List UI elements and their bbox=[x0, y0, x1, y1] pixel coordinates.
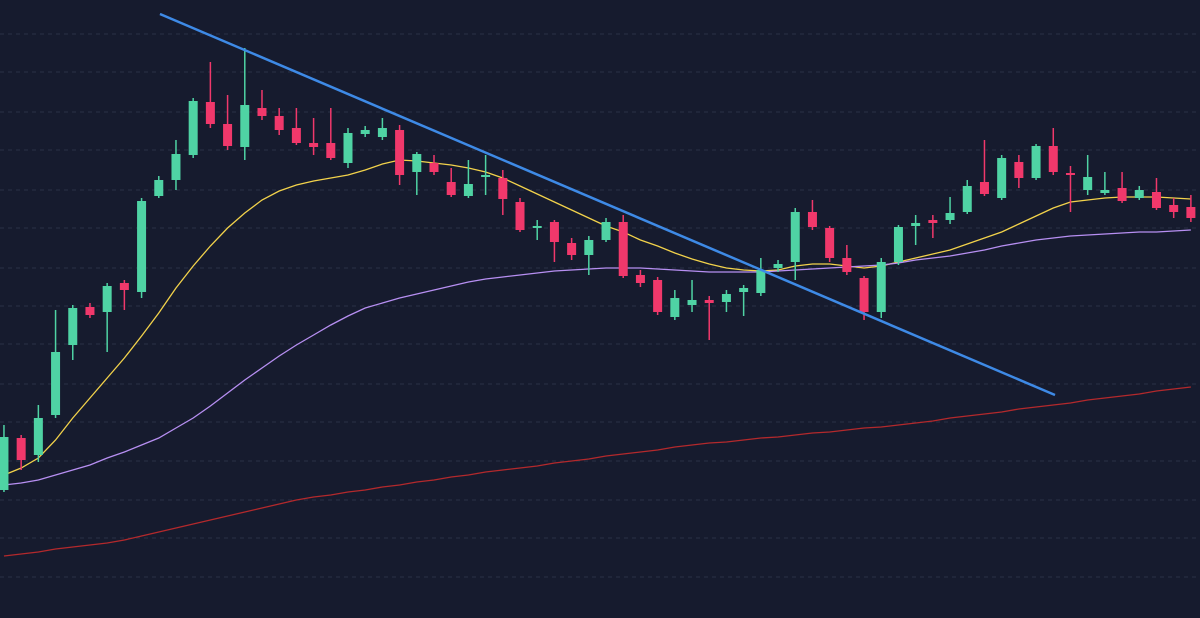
candle-body bbox=[16, 438, 26, 460]
candle-body bbox=[51, 352, 61, 415]
candle-body bbox=[481, 175, 491, 177]
candle-body bbox=[945, 213, 955, 220]
moving-average bbox=[3, 229, 1191, 486]
candle-body bbox=[1083, 177, 1093, 190]
candle-body bbox=[257, 108, 267, 116]
candle-body bbox=[395, 130, 405, 175]
candle-body bbox=[291, 128, 301, 143]
candle-body bbox=[532, 226, 542, 228]
candle-body bbox=[704, 300, 714, 303]
candle-body bbox=[876, 262, 886, 312]
candle-body bbox=[412, 154, 422, 172]
candle-body bbox=[618, 222, 628, 276]
candle-body bbox=[102, 286, 112, 312]
candle-body bbox=[1151, 192, 1161, 208]
candle-body bbox=[33, 418, 43, 455]
candle-body bbox=[790, 212, 800, 262]
candle-body bbox=[1014, 162, 1024, 178]
candle-body bbox=[515, 202, 525, 230]
moving-average bbox=[3, 159, 1191, 476]
candle-body bbox=[1134, 190, 1144, 198]
candle-body bbox=[119, 283, 129, 290]
candle-body bbox=[68, 308, 78, 345]
trendline bbox=[159, 12, 1056, 397]
candle-body bbox=[739, 288, 749, 292]
candle-body bbox=[773, 264, 783, 268]
candle-body bbox=[842, 258, 852, 272]
candle-body bbox=[721, 294, 731, 302]
moving-average bbox=[3, 386, 1191, 557]
candle-body bbox=[601, 222, 611, 240]
candle-body bbox=[463, 184, 473, 196]
candle-body bbox=[1117, 188, 1127, 201]
candle-body bbox=[549, 222, 559, 242]
candle-body bbox=[223, 124, 233, 146]
candle-body bbox=[1169, 205, 1179, 212]
candle-body bbox=[893, 227, 903, 262]
candle-body bbox=[0, 437, 9, 490]
candle-body bbox=[274, 116, 284, 130]
candle-body bbox=[1065, 173, 1075, 175]
candle-body bbox=[687, 300, 697, 305]
candle-body bbox=[154, 180, 164, 196]
candle-body bbox=[567, 243, 577, 255]
candle-body bbox=[756, 270, 766, 293]
candle-body bbox=[979, 182, 989, 194]
candle-body bbox=[137, 201, 147, 292]
candle-body bbox=[928, 220, 938, 223]
candle-body bbox=[429, 163, 439, 172]
candle-body bbox=[240, 105, 250, 147]
candle-body bbox=[188, 101, 198, 155]
candle-body bbox=[807, 212, 817, 227]
candle-body bbox=[911, 223, 921, 226]
candle-body bbox=[997, 158, 1007, 198]
candle-body bbox=[653, 280, 663, 312]
candle-body bbox=[635, 275, 645, 283]
candle-body bbox=[1031, 146, 1041, 178]
candle-body bbox=[377, 128, 387, 137]
candle-body bbox=[498, 178, 508, 199]
candle-body bbox=[446, 182, 456, 195]
candle-body bbox=[171, 154, 181, 180]
candle-body bbox=[584, 240, 594, 255]
candle-body bbox=[1100, 190, 1110, 193]
candle-body bbox=[309, 143, 319, 147]
candle-body bbox=[1186, 207, 1196, 218]
candle-body bbox=[859, 278, 869, 312]
candle-body bbox=[962, 186, 972, 212]
candle-body bbox=[1048, 146, 1058, 172]
candle-body bbox=[825, 228, 835, 258]
candle-body bbox=[343, 133, 353, 163]
candle-body bbox=[326, 143, 336, 158]
candle-body bbox=[360, 130, 370, 134]
candle-body bbox=[205, 102, 215, 124]
candle-body bbox=[670, 298, 680, 317]
candle-body bbox=[85, 307, 95, 315]
